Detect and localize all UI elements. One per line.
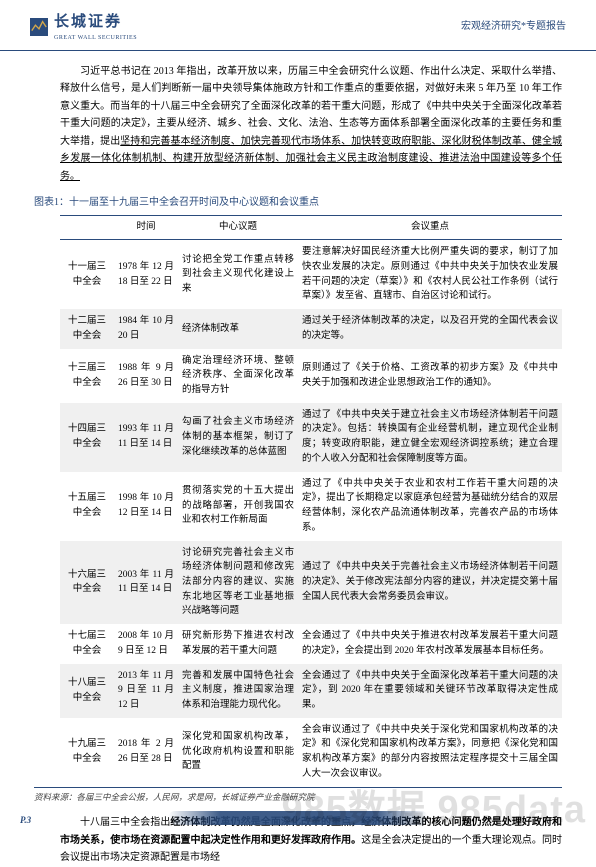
logo: 长城证券 GREAT WALL SECURITIES [30, 10, 137, 44]
logo-icon [30, 18, 48, 36]
cell-name: 十九届三中全会 [60, 718, 114, 787]
cell-topic: 贯彻落实党的十五大提出的战略部署，开创我国农业和农村工作新局面 [178, 472, 298, 541]
cell-name: 十一届三中全会 [60, 240, 114, 309]
table-row: 十八届三中全会2013 年 11 月 9 日至 11 月 12 日完善和发展中国… [60, 664, 562, 718]
table-row: 十五届三中全会1998 年 10 月 12 日至 14 日贯彻落实党的十五大提出… [60, 472, 562, 541]
page-number: P.3 [20, 813, 31, 827]
cell-name: 十三届三中全会 [60, 349, 114, 403]
cell-topic: 经济体制改革 [178, 309, 298, 348]
table-row: 十九届三中全会2018 年 2 月 26 日至 28 日深化党和国家机构改革，优… [60, 718, 562, 787]
cell-topic: 确定治理经济环境、整顿经济秩序、全面深化改革的指导方针 [178, 349, 298, 403]
header-category: 宏观经济研究*专题报告 [461, 19, 566, 35]
col-focus: 会议重点 [298, 216, 562, 240]
cell-focus: 全会审议通过了《中共中央关于深化党和国家机构改革的决定》和《深化党和国家机构改革… [298, 718, 562, 787]
intro-paragraph: 习近平总书记在 2013 年指出，改革开放以来，历届三中全会研究什么议题、作出什… [60, 63, 562, 186]
cell-time: 1978 年 12 月 18 日至 22 日 [114, 240, 178, 309]
col-topic: 中心议题 [178, 216, 298, 240]
cell-focus: 通过关于经济体制改革的决定，以及召开党的全国代表会议的决定等。 [298, 309, 562, 348]
table-row: 十四届三中全会1993 年 11 月 11 日至 14 日勾画了社会主义市场经济… [60, 403, 562, 472]
cell-focus: 通过了《中共中央关于农业和农村工作若干重大问题的决定》，提出了长期稳定以家庭承包… [298, 472, 562, 541]
cell-time: 2018 年 2 月 26 日至 28 日 [114, 718, 178, 787]
cell-topic: 深化党和国家机构改革，优化政府机构设置和职能配置 [178, 718, 298, 787]
cell-name: 十五届三中全会 [60, 472, 114, 541]
cell-name: 十七届三中全会 [60, 624, 114, 663]
table-row: 十二届三中全会1984 年 10 月 20 日经济体制改革通过关于经济体制改革的… [60, 309, 562, 348]
col-time: 时间 [114, 216, 178, 240]
table-row: 十六届三中全会2003 年 11 月 11 日至 14 日讨论研究完善社会主义市… [60, 541, 562, 625]
table-row: 十三届三中全会1988 年 9 月 26 日至 30 日确定治理经济环境、整顿经… [60, 349, 562, 403]
cell-name: 十六届三中全会 [60, 541, 114, 625]
cell-time: 1993 年 11 月 11 日至 14 日 [114, 403, 178, 472]
cell-focus: 通过了《中共中央关于完善社会主义市场经济体制若干问题的决定》、关于修改宪法部分内… [298, 541, 562, 625]
cell-topic: 完善和发展中国特色社会主义制度，推进国家治理体系和治理能力现代化。 [178, 664, 298, 718]
col-name [60, 216, 114, 240]
cell-topic: 研究新形势下推进农村改革发展的若干重大问题 [178, 624, 298, 663]
cell-focus: 全会通过了《中共中央关于推进农村改革发展若干重大问题的决定》，全会提出到 202… [298, 624, 562, 663]
cell-topic: 勾画了社会主义市场经济体制的基本框架，制订了深化继续改革的总体蓝图 [178, 403, 298, 472]
table-row: 十七届三中全会2008 年 10 月 9 日至 12 日研究新形势下推进农村改革… [60, 624, 562, 663]
cell-name: 十四届三中全会 [60, 403, 114, 472]
cell-focus: 原则通过了《关于价格、工资改革的初步方案》及《中共中央关于加强和改进企业思想政治… [298, 349, 562, 403]
cell-topic: 讨论研究完善社会主义市场经济体制问题和修改宪法部分内容的建议、实施东北地区等老工… [178, 541, 298, 625]
cell-focus: 要注意解决好国民经济重大比例严重失调的要求，制订了加快农业发展的决定。原则通过《… [298, 240, 562, 309]
table-row: 十一届三中全会1978 年 12 月 18 日至 22 日讨论把全党工作重点转移… [60, 240, 562, 309]
cell-name: 十二届三中全会 [60, 309, 114, 348]
cell-time: 2003 年 11 月 11 日至 14 日 [114, 541, 178, 625]
page-content: 习近平总书记在 2013 年指出，改革开放以来，历届三中全会研究什么议题、作出什… [0, 51, 596, 867]
cell-time: 1998 年 10 月 12 日至 14 日 [114, 472, 178, 541]
intro-text: 习近平总书记在 2013 年指出，改革开放以来，历届三中全会研究什么议题、作出什… [60, 66, 562, 147]
logo-text-en: GREAT WALL SECURITIES [54, 34, 137, 44]
intro-underline: 坚持和完善基本经济制度、加快完善现代市场体系、加快转变政府职能、深化财税体制改革… [60, 136, 562, 182]
cell-name: 十八届三中全会 [60, 664, 114, 718]
cell-topic: 讨论把全党工作重点转移到社会主义现代化建设上来 [178, 240, 298, 309]
cell-time: 1988 年 9 月 26 日至 30 日 [114, 349, 178, 403]
cell-time: 2013 年 11 月 9 日至 11 月 12 日 [114, 664, 178, 718]
logo-text-cn: 长城证券 [54, 14, 122, 30]
table-title: 图表1：十一届至十九届三中全会召开时间及中心议题和会议重点 [34, 195, 562, 211]
cell-time: 1984 年 10 月 20 日 [114, 309, 178, 348]
cell-time: 2008 年 10 月 9 日至 12 日 [114, 624, 178, 663]
cell-focus: 通过了《中共中央关于建立社会主义市场经济体制若干问题的决定》。包括：转换国有企业… [298, 403, 562, 472]
page-header: 长城证券 GREAT WALL SECURITIES 宏观经济研究*专题报告 [0, 0, 596, 51]
outro-plain: 十八届三中全会指出 [80, 817, 170, 828]
watermark: 985数据 985data [282, 780, 587, 841]
plenary-table: 时间 中心议题 会议重点 十一届三中全会1978 年 12 月 18 日至 22… [60, 215, 562, 786]
cell-focus: 全会通过了《中共中央关于全面深化改革若干重大问题的决定》，到 2020 年在重要… [298, 664, 562, 718]
